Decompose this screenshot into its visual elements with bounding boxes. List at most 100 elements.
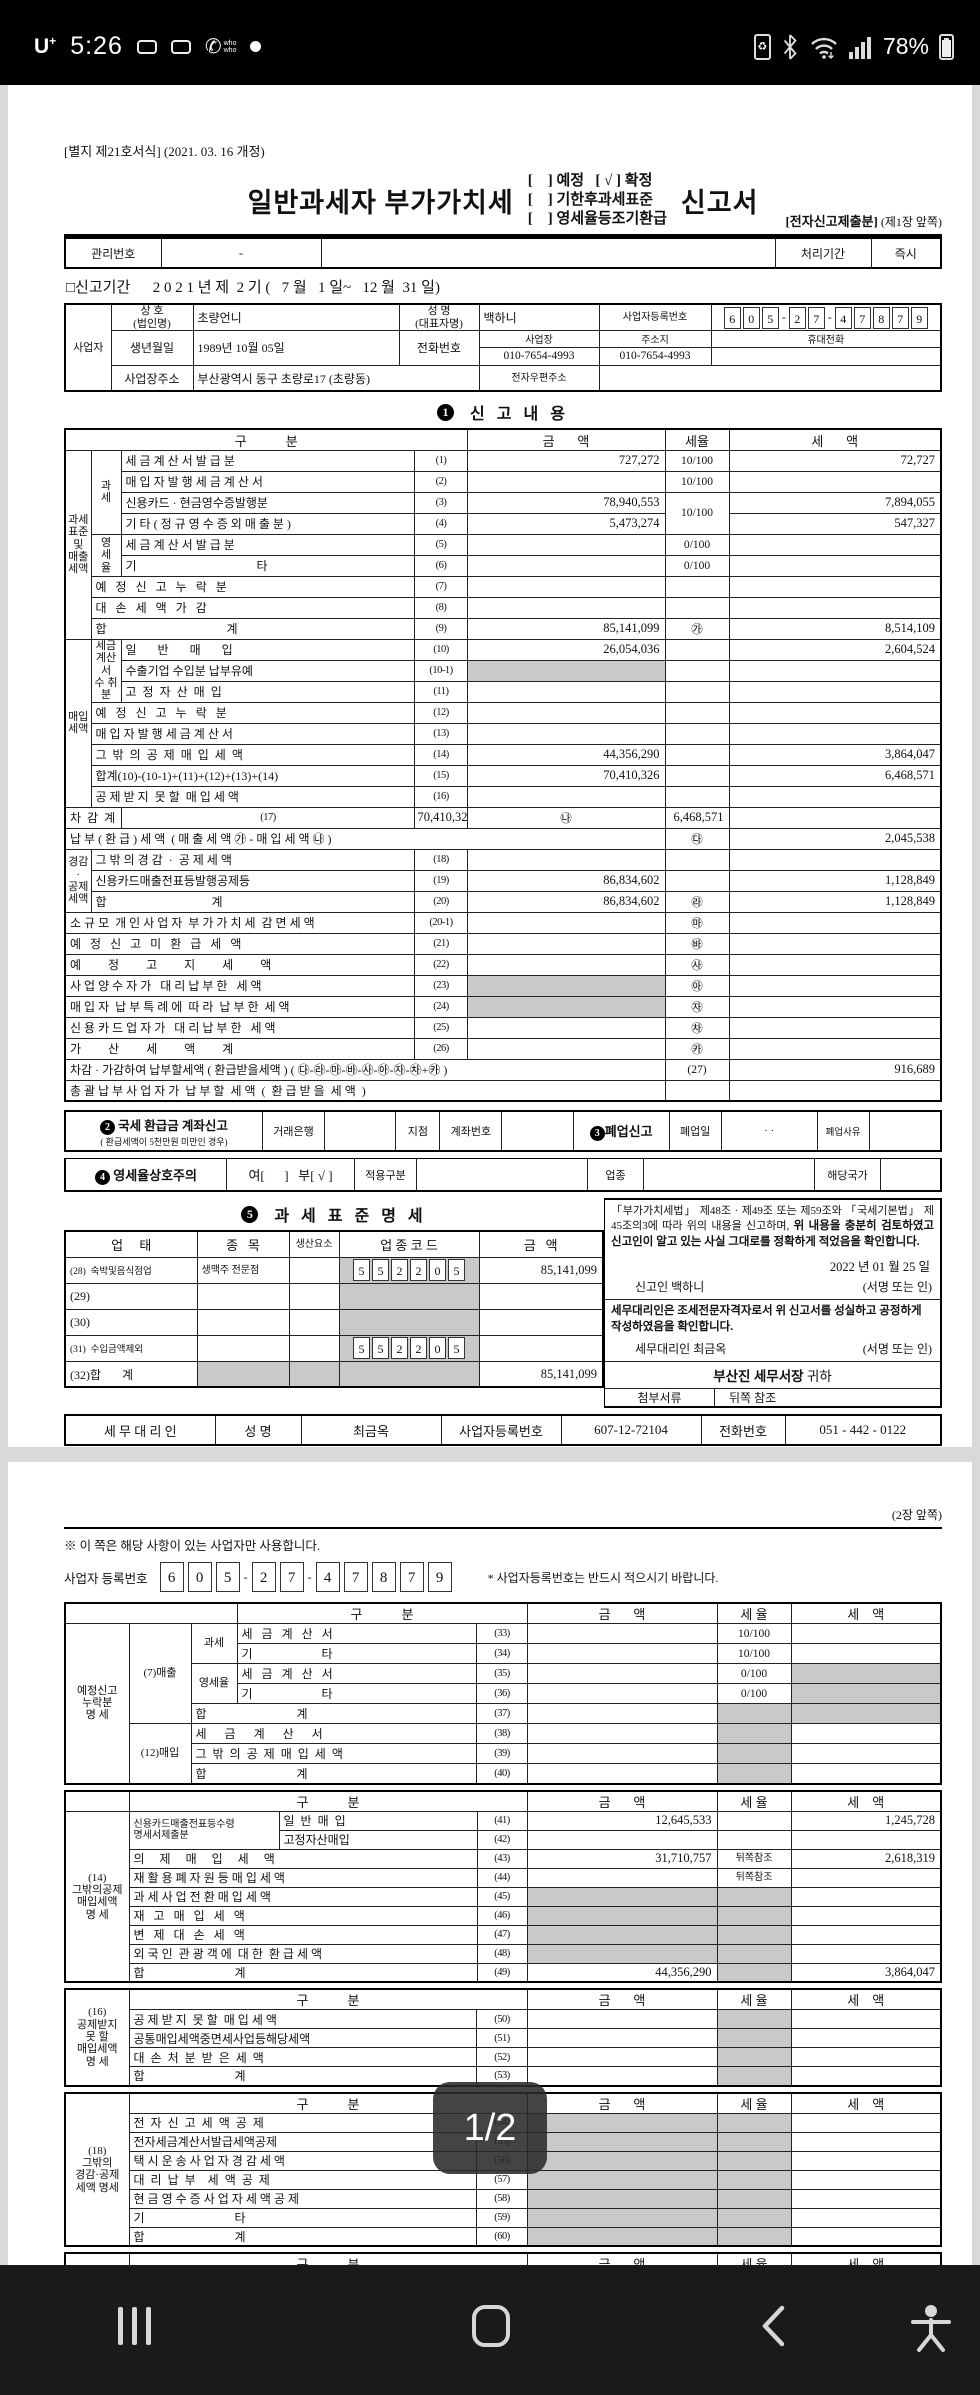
table-cell: 10/100 bbox=[664, 449, 730, 472]
table-cell: 부산광역시 동구 초량로17 (초량동) bbox=[192, 364, 480, 392]
table-cell bbox=[716, 2112, 792, 2133]
table-cell: 세율 bbox=[664, 428, 730, 451]
table-cell: ㉷ bbox=[664, 1016, 730, 1039]
table-cell bbox=[526, 2028, 718, 2048]
table-cell bbox=[466, 995, 666, 1018]
table-cell bbox=[728, 785, 942, 808]
table-cell: (12) bbox=[414, 701, 468, 724]
back-button[interactable] bbox=[752, 2303, 798, 2349]
business-info-table: 사업자 상 호 (법인명) 초량언니 성 명 (대표자명) 백하니 사업자등록번호 6 0 5-… bbox=[64, 303, 942, 393]
table-cell: 영세율 bbox=[190, 1663, 238, 1704]
table-cell: (18) bbox=[414, 848, 468, 871]
table-cell: 727,272 bbox=[466, 449, 666, 472]
table-cell bbox=[598, 364, 942, 392]
table-cell bbox=[790, 1943, 942, 1964]
digit-box: 7 bbox=[853, 306, 871, 329]
table-cell: (47) bbox=[476, 1924, 528, 1945]
table-cell: 85,141,099 bbox=[466, 617, 666, 640]
table-row: 차 감 계 ( 1 5 ) - ( 1 6 )(17)70,410,326㉯6,… bbox=[64, 806, 941, 829]
table-cell bbox=[526, 1703, 718, 1724]
table-cell: (52) bbox=[476, 2047, 528, 2067]
table-cell: 예 정 고 지 세 액 bbox=[64, 953, 416, 976]
table-cell bbox=[728, 995, 942, 1018]
table-cell: 5,473,274 bbox=[466, 512, 666, 535]
table-cell: 세 율 bbox=[716, 2252, 792, 2265]
table-cell bbox=[478, 1308, 604, 1336]
table-cell bbox=[790, 1905, 942, 1926]
table-row: 사 업 양 수 자 가 대 리 납 부 한 세 액 (23) ㉵ bbox=[64, 974, 942, 997]
table-cell bbox=[288, 1308, 340, 1336]
table-cell bbox=[466, 953, 666, 976]
table-cell: 12,645,533 bbox=[526, 1810, 718, 1831]
table-cell: (11) bbox=[414, 680, 468, 703]
table-cell bbox=[526, 1723, 718, 1744]
table-cell bbox=[728, 1037, 942, 1060]
document-page-2[interactable]: (2장 앞쪽) ※ 이 쪽은 해당 사항이 있는 사업자만 사용합니다. 사업자… bbox=[8, 1462, 972, 2265]
digit-separator: - bbox=[307, 1569, 312, 1584]
table-cell: 전화번호 bbox=[398, 329, 480, 366]
digit-box: 7 bbox=[279, 1562, 304, 1592]
table-cell bbox=[790, 2066, 942, 2086]
table-cell: 합 계 bbox=[128, 1962, 478, 1983]
table-cell: (21) bbox=[414, 932, 468, 955]
table-cell: (36) bbox=[476, 1683, 528, 1704]
table-cell bbox=[728, 533, 942, 556]
table-cell: 8,514,109 bbox=[728, 617, 942, 640]
recents-button[interactable] bbox=[112, 2303, 158, 2349]
table-row: 공 제 받 지 못 할 매 입 세 액 (16) bbox=[65, 785, 942, 808]
table-cell: 916,689 bbox=[728, 1058, 942, 1081]
home-button[interactable] bbox=[468, 2303, 514, 2349]
table-cell: 구 분 bbox=[128, 1988, 528, 2010]
table-cell: 상 호 (법인명) bbox=[110, 303, 194, 331]
table-cell bbox=[526, 1763, 718, 1784]
table-cell bbox=[728, 596, 942, 619]
table-cell: 과 세 bbox=[90, 449, 122, 535]
table-cell bbox=[288, 1256, 340, 1284]
table-row: 의 제 매 입 세 액 (43) 31,710,757 뒤쪽참조 2,618,319 bbox=[65, 1848, 942, 1869]
table-cell bbox=[466, 596, 666, 619]
account-value bbox=[501, 1112, 572, 1151]
table-row: 그 밖 의 공 제 매 입 세 액 (39) bbox=[65, 1743, 942, 1764]
table-cell: 사업자 bbox=[64, 303, 112, 392]
table-cell bbox=[728, 1016, 942, 1039]
table-cell bbox=[790, 2131, 942, 2152]
table-cell: 금 액 bbox=[478, 1230, 604, 1258]
table-cell: (39) bbox=[476, 1743, 528, 1764]
table-cell: 세 금 계 산 서 발 급 분 bbox=[120, 533, 416, 556]
status-bar: U+ 5:26 ✆ who who ♻ 78% bbox=[0, 0, 980, 85]
table-row: 예 정 신 고 누 락 분 (7) bbox=[65, 575, 942, 598]
table-cell: (12)매입 bbox=[128, 1723, 192, 1784]
table-cell: (20) bbox=[414, 890, 468, 913]
table-row: 예 정 신 고 미 환 급 세 액 (21) ㉳ bbox=[64, 932, 942, 955]
agent-sign-line: 세무대리인 최금옥 (서명 또는 인) bbox=[635, 1342, 932, 1357]
table-cell bbox=[338, 1282, 480, 1310]
table-cell: (58) bbox=[476, 2188, 528, 2209]
whowho-call-icon: ✆ who who bbox=[204, 36, 237, 58]
document-page-1[interactable]: [별지 제21호서식] (2021. 03. 16 개정) 일반과세자 부가가치… bbox=[8, 85, 972, 1447]
table-cell: 일 반 매 입 bbox=[278, 1810, 478, 1831]
reciprocity-checkboxes: 여[ ] 부[ √ ] bbox=[226, 1159, 354, 1191]
table-cell bbox=[790, 1867, 942, 1888]
digit-box: 5 bbox=[353, 1337, 370, 1360]
table-cell bbox=[196, 1308, 290, 1336]
table-cell bbox=[288, 1334, 340, 1362]
table-row: 합 계 (53) bbox=[65, 2066, 942, 2086]
table-cell bbox=[664, 764, 730, 787]
table-cell bbox=[790, 1643, 942, 1664]
closure-reason-label: 폐업사유 bbox=[816, 1112, 869, 1151]
bank-value bbox=[324, 1112, 395, 1151]
table-cell: 현 금 영 수 증 사 업 자 세 액 공 제 bbox=[128, 2188, 478, 2209]
table-cell: 택 시 운 송 사 업 자 경 감 세 액 bbox=[128, 2150, 478, 2171]
table-row: 합 계 (9) 85,141,099 ㉮ 8,514,109 bbox=[65, 617, 942, 640]
table-cell bbox=[790, 1683, 942, 1704]
table-cell: (14) 그밖의공제 매입세액 명 세 bbox=[64, 1810, 130, 1983]
table-cell: 세 액 bbox=[790, 1988, 942, 2010]
table-cell bbox=[664, 575, 730, 598]
zero-rate-reciprocity-row: 4 영세율상호주의 여[ ] 부[ √ ] 적용구분 업종 해당국가 bbox=[64, 1158, 942, 1193]
table-cell bbox=[664, 785, 730, 808]
accessibility-button[interactable] bbox=[908, 2303, 954, 2353]
